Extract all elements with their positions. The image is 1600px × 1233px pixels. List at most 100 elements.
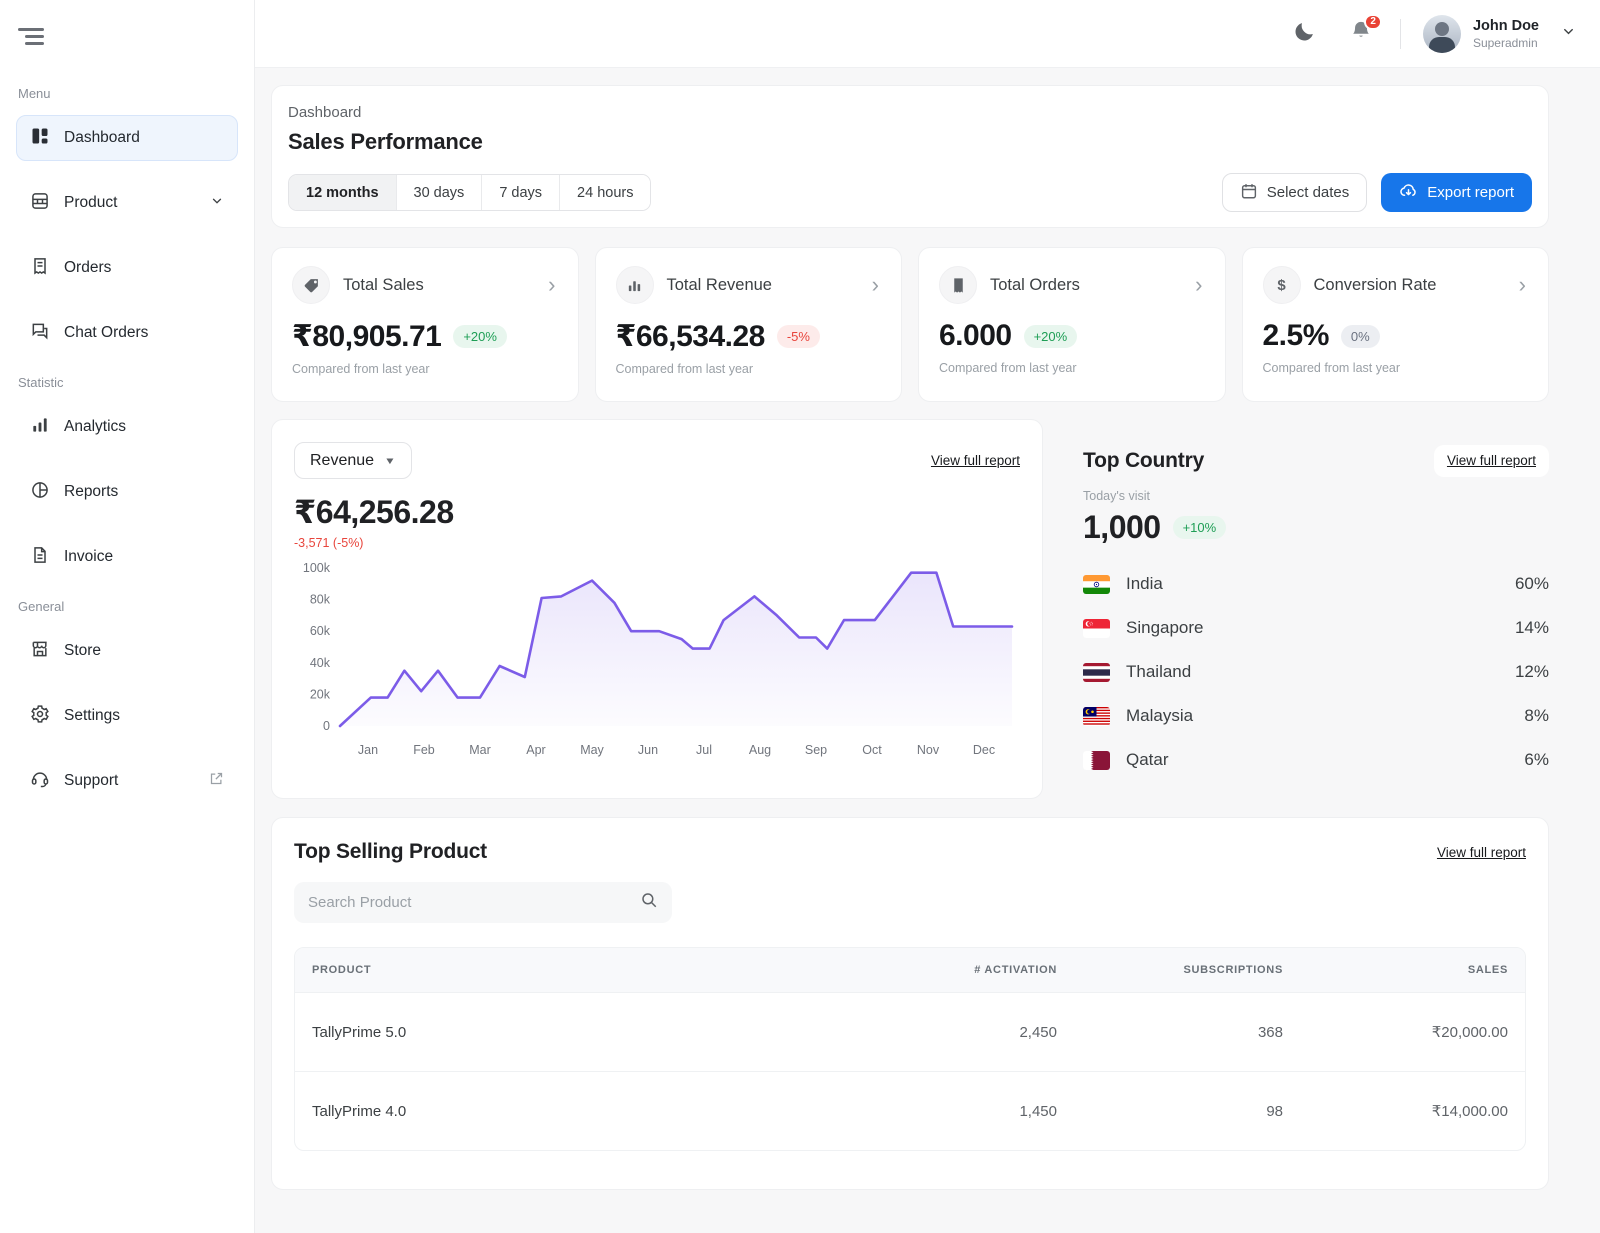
notifications-button[interactable]: 2 xyxy=(1344,17,1378,51)
sidebar-item-label: Store xyxy=(64,642,101,660)
top-country-title: Top Country xyxy=(1083,449,1204,473)
sidebar-item-label: Chat Orders xyxy=(64,324,148,342)
stat-cards-row: Total Sales › ₹80,905.71 +20% Compared f… xyxy=(271,247,1549,402)
revenue-view-full-report-link[interactable]: View full report xyxy=(931,453,1020,468)
svg-text:Nov: Nov xyxy=(917,743,940,757)
tab-30-days[interactable]: 30 days xyxy=(396,175,482,210)
stat-card-total-orders: Total Orders › 6.000 +20% Compared from … xyxy=(918,247,1226,402)
sidebar-item-product[interactable]: Product xyxy=(16,180,238,226)
chevron-right-icon[interactable]: › xyxy=(546,274,557,296)
invoice-icon xyxy=(30,545,50,570)
sidebar-item-analytics[interactable]: Analytics xyxy=(16,404,238,450)
sidebar-item-reports[interactable]: Reports xyxy=(16,469,238,515)
chevron-right-icon[interactable]: › xyxy=(870,274,881,296)
external-link-icon xyxy=(209,771,224,791)
export-report-button[interactable]: Export report xyxy=(1381,173,1532,212)
svg-text:Aug: Aug xyxy=(749,743,771,757)
select-dates-button[interactable]: Select dates xyxy=(1222,173,1368,212)
stat-card-total-revenue: Total Revenue › ₹66,534.28 -5% Compared … xyxy=(595,247,903,402)
revenue-change: -3,571 (-5%) xyxy=(294,536,1020,550)
sidebar-item-orders[interactable]: Orders xyxy=(16,245,238,291)
tab-12-months[interactable]: 12 months xyxy=(289,175,396,210)
stat-change-badge: -5% xyxy=(777,325,820,348)
country-list: India 60% Singapore 14% Thailand 12% xyxy=(1083,562,1549,782)
sidebar-item-dashboard[interactable]: Dashboard xyxy=(16,115,238,161)
visits-value: 1,000 xyxy=(1083,509,1161,546)
svg-text:80k: 80k xyxy=(310,593,331,607)
table-row: TallyPrime 4.0 1,450 98 ₹14,000.00 xyxy=(295,1071,1525,1150)
sidebar-item-support[interactable]: Support xyxy=(16,758,238,804)
tab-24-hours[interactable]: 24 hours xyxy=(559,175,650,210)
stat-value: 6.000 xyxy=(939,319,1012,353)
dark-mode-toggle[interactable] xyxy=(1288,17,1322,51)
sidebar-item-label: Dashboard xyxy=(64,129,140,147)
moon-icon xyxy=(1293,20,1316,48)
revenue-value: ₹64,256.28 xyxy=(294,493,1020,531)
chevron-right-icon[interactable]: › xyxy=(1193,274,1204,296)
chevron-right-icon[interactable]: › xyxy=(1517,274,1528,296)
metric-dropdown[interactable]: Revenue ▼ xyxy=(294,442,412,479)
top-selling-product-card: Top Selling Product View full report PRO… xyxy=(271,817,1549,1190)
svg-text:Jan: Jan xyxy=(358,743,378,757)
stat-note: Compared from last year xyxy=(292,362,558,376)
svg-text:Dec: Dec xyxy=(973,743,995,757)
page-title: Sales Performance xyxy=(288,129,1532,155)
user-name: John Doe xyxy=(1473,18,1539,34)
malaysia-flag-icon xyxy=(1083,707,1110,726)
sidebar-section-menu: Menu xyxy=(18,86,238,101)
sidebar-section-statistic: Statistic xyxy=(18,375,238,390)
sidebar-item-label: Settings xyxy=(64,707,120,725)
svg-text:100k: 100k xyxy=(303,561,331,575)
svg-text:0: 0 xyxy=(323,719,330,733)
svg-text:Sep: Sep xyxy=(805,743,827,757)
user-role: Superadmin xyxy=(1473,36,1539,50)
revenue-chart-card: Revenue ▼ View full report ₹64,256.28 -3… xyxy=(271,419,1043,799)
svg-text:40k: 40k xyxy=(310,656,331,670)
visits-change-badge: +10% xyxy=(1173,516,1227,539)
col-product: PRODUCT xyxy=(295,964,767,976)
bar-chart-icon xyxy=(616,266,654,304)
store-icon xyxy=(30,639,50,664)
tab-7-days[interactable]: 7 days xyxy=(481,175,559,210)
product-search xyxy=(294,882,672,923)
dashboard-icon xyxy=(30,126,50,151)
sidebar-item-chat-orders[interactable]: Chat Orders xyxy=(16,310,238,356)
search-input[interactable] xyxy=(308,894,640,911)
stat-change-badge: +20% xyxy=(453,325,507,348)
top-header: 2 John Doe Superadmin xyxy=(255,0,1600,68)
search-icon[interactable] xyxy=(640,891,658,914)
avatar xyxy=(1423,15,1461,53)
stat-change-badge: 0% xyxy=(1341,325,1380,348)
top-selling-title: Top Selling Product xyxy=(294,840,487,864)
sidebar-item-label: Support xyxy=(64,772,118,790)
revenue-area-chart: 020k40k60k80k100k JanFebMarAprMayJunJulA… xyxy=(294,558,1020,771)
main-content: Dashboard Sales Performance 12 months 30… xyxy=(255,68,1600,1233)
svg-text:Apr: Apr xyxy=(526,743,545,757)
chat-icon xyxy=(30,321,50,346)
sidebar-item-invoice[interactable]: Invoice xyxy=(16,534,238,580)
todays-visit-label: Today's visit xyxy=(1083,489,1549,503)
chevron-down-icon xyxy=(210,194,224,213)
svg-text:Jun: Jun xyxy=(638,743,658,757)
sidebar-section-general: General xyxy=(18,599,238,614)
singapore-flag-icon xyxy=(1083,619,1110,638)
sidebar-item-label: Product xyxy=(64,194,117,212)
sidebar-item-store[interactable]: Store xyxy=(16,628,238,674)
top-country-panel: Top Country View full report Today's vis… xyxy=(1083,445,1549,782)
sidebar-item-label: Analytics xyxy=(64,418,126,436)
menu-toggle-icon[interactable] xyxy=(18,28,44,46)
col-subscriptions: SUBSCRIPTIONS xyxy=(1057,964,1283,976)
selling-view-full-report-link[interactable]: View full report xyxy=(1437,845,1526,860)
user-menu[interactable]: John Doe Superadmin xyxy=(1423,15,1576,53)
qatar-flag-icon xyxy=(1083,751,1110,770)
stat-card-total-sales: Total Sales › ₹80,905.71 +20% Compared f… xyxy=(271,247,579,402)
country-row-thailand: Thailand 12% xyxy=(1083,650,1549,694)
header-divider xyxy=(1400,19,1401,49)
stat-note: Compared from last year xyxy=(1263,361,1529,375)
sidebar-item-settings[interactable]: Settings xyxy=(16,693,238,739)
svg-text:Jul: Jul xyxy=(696,743,712,757)
cloud-download-icon xyxy=(1399,181,1418,204)
breadcrumb[interactable]: Dashboard xyxy=(288,104,1532,121)
stat-label: Conversion Rate xyxy=(1314,276,1437,295)
orders-icon xyxy=(30,256,50,281)
